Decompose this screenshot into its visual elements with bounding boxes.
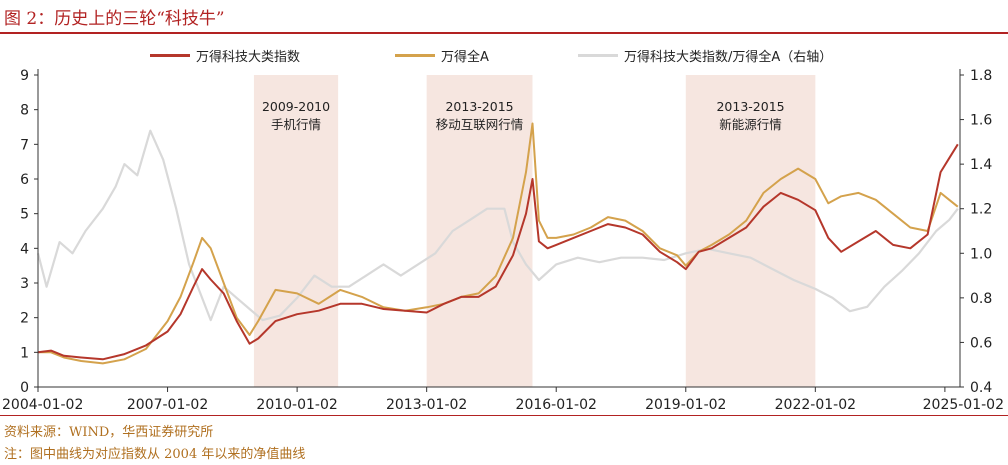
footer-rule [0,415,1008,416]
figure-title: 图 2：历史上的三轮“科技牛” [4,9,225,29]
shaded-period-label-line2-2: 新能源行情 [719,117,782,132]
y-left-tick-label-7: 7 [20,137,29,153]
y-left-tick-label-3: 3 [20,276,29,292]
series-line-2 [36,129,959,322]
shaded-period-label-line2-0: 手机行情 [271,117,321,132]
y-right-tick-label-6: 1.6 [970,113,992,129]
y-right-tick-label-0: 0.4 [970,380,992,396]
legend-swatch-wind-all-a [395,54,435,57]
source-note: 资料来源：WIND，华西证券研究所 [4,425,214,440]
series-line-1 [38,122,959,365]
footnote: 注：图中曲线为对应指数从 2004 年以来的净值曲线 [4,447,306,462]
y-left-tick-label-9: 9 [20,68,29,84]
shaded-period-2 [685,75,816,387]
series-line-0 [37,143,959,361]
shaded-period-label-line1-2: 2013-2015 [716,99,784,114]
y-left-tick-label-1: 1 [20,345,29,361]
x-tick-label-1: 2007-01-02 [127,397,208,413]
legend: 万得科技大类指数 万得全A 万得科技大类指数/万得全A（右轴） [0,46,1008,68]
shaded-period-label-line2-1: 移动互联网行情 [436,117,524,132]
legend-swatch-wind-tech [150,54,190,57]
x-tick-label-2: 2010-01-02 [256,397,337,413]
x-tick-label-5: 2019-01-02 [645,397,726,413]
y-right-tick-label-7: 1.8 [970,68,992,84]
x-tick-label-0: 2004-01-02 [2,397,83,413]
legend-item-wind-tech: 万得科技大类指数 [150,46,300,65]
legend-label-wind-tech: 万得科技大类指数 [196,50,301,65]
y-right-tick-label-4: 1.2 [970,202,992,218]
legend-swatch-ratio [578,54,618,57]
y-right-tick-label-3: 1.0 [970,246,992,262]
y-left-tick-label-2: 2 [20,311,29,327]
y-right-tick-label-2: 0.8 [970,291,992,307]
legend-label-wind-all-a: 万得全A [441,50,489,65]
x-tick-label-6: 2022-01-02 [775,397,856,413]
x-tick-label-3: 2013-01-02 [386,397,467,413]
y-left-tick-label-8: 8 [20,103,29,119]
x-tick-label-4: 2016-01-02 [516,397,597,413]
legend-item-wind-all-a: 万得全A [395,46,489,65]
line-chart: 2009-2010 手机行情 2013-2015 移动互联网行情 2013-2015 新能… [2,68,1004,413]
x-tick-label-7: 2025-01-02 [923,397,1004,413]
y-right-tick-label-1: 0.6 [970,335,992,351]
shaded-period-label-line1-0: 2009-2010 [262,99,330,114]
y-left-tick-label-6: 6 [20,172,29,188]
shaded-period-0 [253,75,339,387]
y-right-tick-label-5: 1.4 [970,157,992,173]
legend-item-ratio: 万得科技大类指数/万得全A（右轴） [578,46,832,65]
title-rule [0,32,1008,34]
legend-label-ratio: 万得科技大类指数/万得全A（右轴） [624,50,833,65]
y-left-tick-label-0: 0 [20,380,29,396]
shaded-period-label-line1-1: 2013-2015 [445,99,513,114]
y-left-tick-label-4: 4 [20,241,29,257]
y-left-tick-label-5: 5 [20,207,29,223]
